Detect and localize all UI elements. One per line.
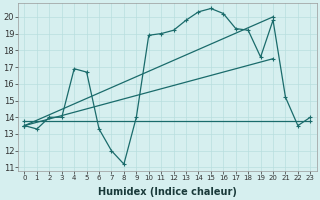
X-axis label: Humidex (Indice chaleur): Humidex (Indice chaleur): [98, 187, 237, 197]
